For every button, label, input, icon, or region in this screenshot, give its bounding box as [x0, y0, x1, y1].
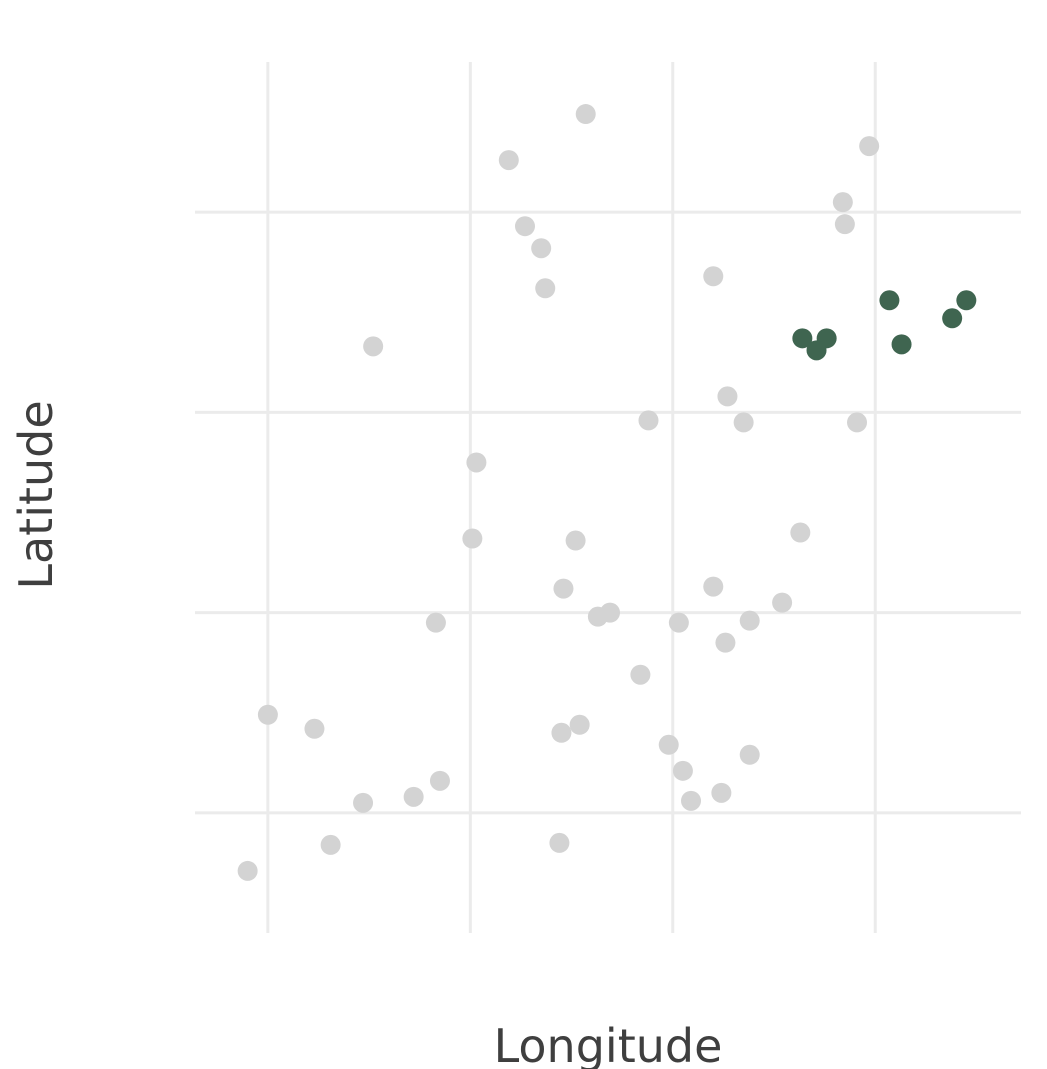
data-point-17 [790, 522, 811, 543]
data-point-35 [353, 792, 374, 813]
data-point-38 [681, 790, 702, 811]
data-point-23 [739, 610, 760, 631]
x-axis-title: Longitude [494, 1019, 723, 1069]
data-point-31 [569, 714, 590, 735]
highlighted-point-5 [806, 340, 827, 361]
data-point-25 [715, 632, 736, 653]
data-point-11 [733, 412, 754, 433]
data-point-27 [630, 664, 651, 685]
highlighted-point-3 [792, 328, 813, 349]
data-point-29 [304, 718, 325, 739]
data-point-39 [711, 782, 732, 803]
data-point-3 [531, 238, 552, 259]
data-point-0 [575, 104, 596, 125]
data-point-6 [859, 136, 880, 157]
highlighted-point-1 [956, 290, 977, 311]
data-point-36 [403, 786, 424, 807]
data-point-28 [257, 704, 278, 725]
data-point-10 [717, 386, 738, 407]
data-point-15 [462, 528, 483, 549]
data-points [237, 104, 977, 881]
data-point-9 [703, 266, 724, 287]
grid [195, 62, 1021, 933]
data-point-4 [535, 278, 556, 299]
data-point-26 [425, 612, 446, 633]
data-point-8 [834, 214, 855, 235]
data-point-5 [363, 336, 384, 357]
data-point-13 [847, 412, 868, 433]
highlighted-point-2 [942, 308, 963, 329]
data-point-30 [551, 722, 572, 743]
data-point-24 [772, 592, 793, 613]
data-point-40 [320, 834, 341, 855]
data-point-33 [739, 744, 760, 765]
data-point-22 [668, 612, 689, 633]
data-point-19 [703, 576, 724, 597]
data-point-37 [429, 770, 450, 791]
data-point-42 [237, 860, 258, 881]
data-point-21 [600, 602, 621, 623]
data-point-34 [672, 760, 693, 781]
data-point-18 [553, 578, 574, 599]
data-point-2 [514, 216, 535, 237]
y-axis-title: Latitude [9, 400, 63, 589]
data-point-1 [498, 150, 519, 171]
highlighted-point-0 [879, 290, 900, 311]
data-point-16 [565, 530, 586, 551]
data-point-14 [466, 452, 487, 473]
highlighted-point-6 [891, 334, 912, 355]
data-point-41 [549, 832, 570, 853]
data-point-12 [638, 410, 659, 431]
data-point-7 [832, 192, 853, 213]
data-point-32 [658, 734, 679, 755]
